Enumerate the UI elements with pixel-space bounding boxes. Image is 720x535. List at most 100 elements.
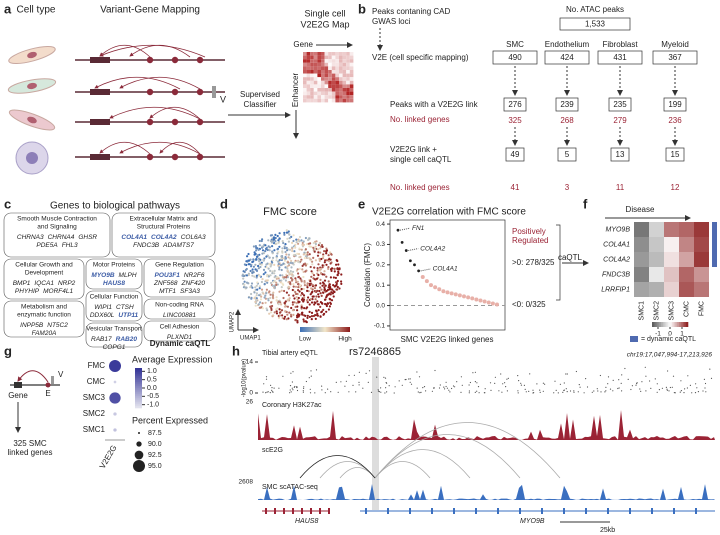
cell-point [304, 264, 307, 267]
row-label: Peaks contaning CAD [372, 7, 450, 16]
eqtl-point [474, 371, 476, 373]
eqtl-point [409, 381, 411, 383]
cell-point [273, 269, 276, 272]
colorbar-step [135, 382, 142, 385]
panel-label: a [4, 1, 12, 16]
cell-point [306, 301, 309, 304]
map-cell [324, 80, 329, 85]
exon [409, 508, 411, 514]
cell-point [255, 294, 258, 297]
cell-point [315, 309, 318, 312]
row-label: SMC3 [83, 393, 106, 402]
map-cell [328, 55, 332, 60]
cell-point [272, 291, 275, 294]
eqtl-point [476, 390, 478, 392]
cell-point [331, 267, 334, 270]
cell-point [286, 267, 289, 270]
cell-point [275, 276, 278, 279]
map-cell [313, 66, 318, 70]
eqtl-point [684, 388, 686, 390]
map-cell [317, 91, 321, 96]
eqtl-point [702, 390, 704, 392]
row-label: V2E (cell specific mapping) [372, 53, 469, 62]
eqtl-point [265, 376, 268, 378]
cell-point [336, 285, 339, 289]
eqtl-point [273, 387, 275, 389]
cell-point [276, 248, 279, 251]
enhancer [45, 382, 51, 388]
eqtl-point [573, 390, 575, 392]
map-cell [321, 77, 325, 81]
cell-point [335, 281, 338, 284]
eqtl-point [563, 382, 565, 384]
gene-row: POU3F1 NR2F6 [155, 272, 205, 279]
cell-point [275, 259, 278, 262]
cell-point [273, 249, 276, 252]
eqtl-point [507, 377, 509, 379]
eqtl-point [461, 384, 463, 386]
map-cell [328, 88, 332, 92]
eqtl-point [703, 378, 706, 380]
eqtl-point [293, 386, 295, 388]
cell-point [334, 276, 337, 279]
map-cell [310, 88, 314, 92]
cell-point [267, 239, 270, 242]
heat-cell [634, 282, 649, 297]
cell-point [303, 281, 306, 284]
cell-point [253, 291, 256, 294]
gene [14, 382, 22, 388]
map-cell [349, 84, 354, 88]
cell-point [287, 262, 290, 265]
eqtl-point [315, 369, 318, 371]
cell-point [283, 276, 286, 279]
eqtl-point [404, 379, 406, 381]
eqtl-point [337, 391, 339, 393]
eqtl-point [423, 386, 426, 388]
cell-point [325, 275, 328, 278]
cell-point [312, 314, 315, 318]
colorbar-label: -1.0 [147, 402, 159, 409]
e2g-arc [339, 467, 376, 479]
eqtl-point [506, 390, 508, 392]
cell-point [289, 272, 292, 275]
map-cell [303, 91, 307, 96]
cell-point [296, 280, 299, 283]
eqtl-point [460, 391, 462, 393]
cell-point [297, 286, 300, 289]
map-cell [313, 88, 318, 92]
link-arc [109, 106, 201, 120]
eqtl-point [358, 371, 360, 373]
cell-point [287, 240, 290, 243]
cell-point [303, 296, 306, 299]
cell-value: 431 [613, 53, 627, 62]
cell-value: 49 [511, 150, 520, 159]
cell-point [314, 298, 317, 301]
gene [90, 57, 110, 63]
point [433, 285, 438, 290]
map-cell [331, 80, 336, 85]
enhancer [196, 88, 204, 96]
cell-point [320, 310, 323, 313]
cell-point [252, 265, 255, 268]
eqtl-point [636, 383, 638, 385]
map-cell [303, 77, 307, 81]
eqtl-point [645, 375, 647, 377]
map-cell [349, 55, 354, 60]
cell-point [275, 281, 278, 284]
cell-point [306, 256, 309, 259]
cell-point [318, 257, 321, 260]
eqtl-point [345, 380, 347, 382]
cell-point [260, 288, 264, 291]
map-cell [324, 66, 329, 70]
eqtl-point [340, 381, 342, 383]
cell-point [282, 241, 285, 245]
map-cell [328, 77, 332, 81]
eqtl-point [378, 391, 380, 393]
cell-point [261, 252, 264, 255]
cell-point [241, 273, 244, 276]
map-cell [335, 62, 339, 67]
map-cell [317, 66, 321, 70]
colorbar-step [657, 322, 660, 327]
panel-label: g [4, 343, 12, 358]
gene-row: DDX60L UTP11 [90, 312, 139, 319]
